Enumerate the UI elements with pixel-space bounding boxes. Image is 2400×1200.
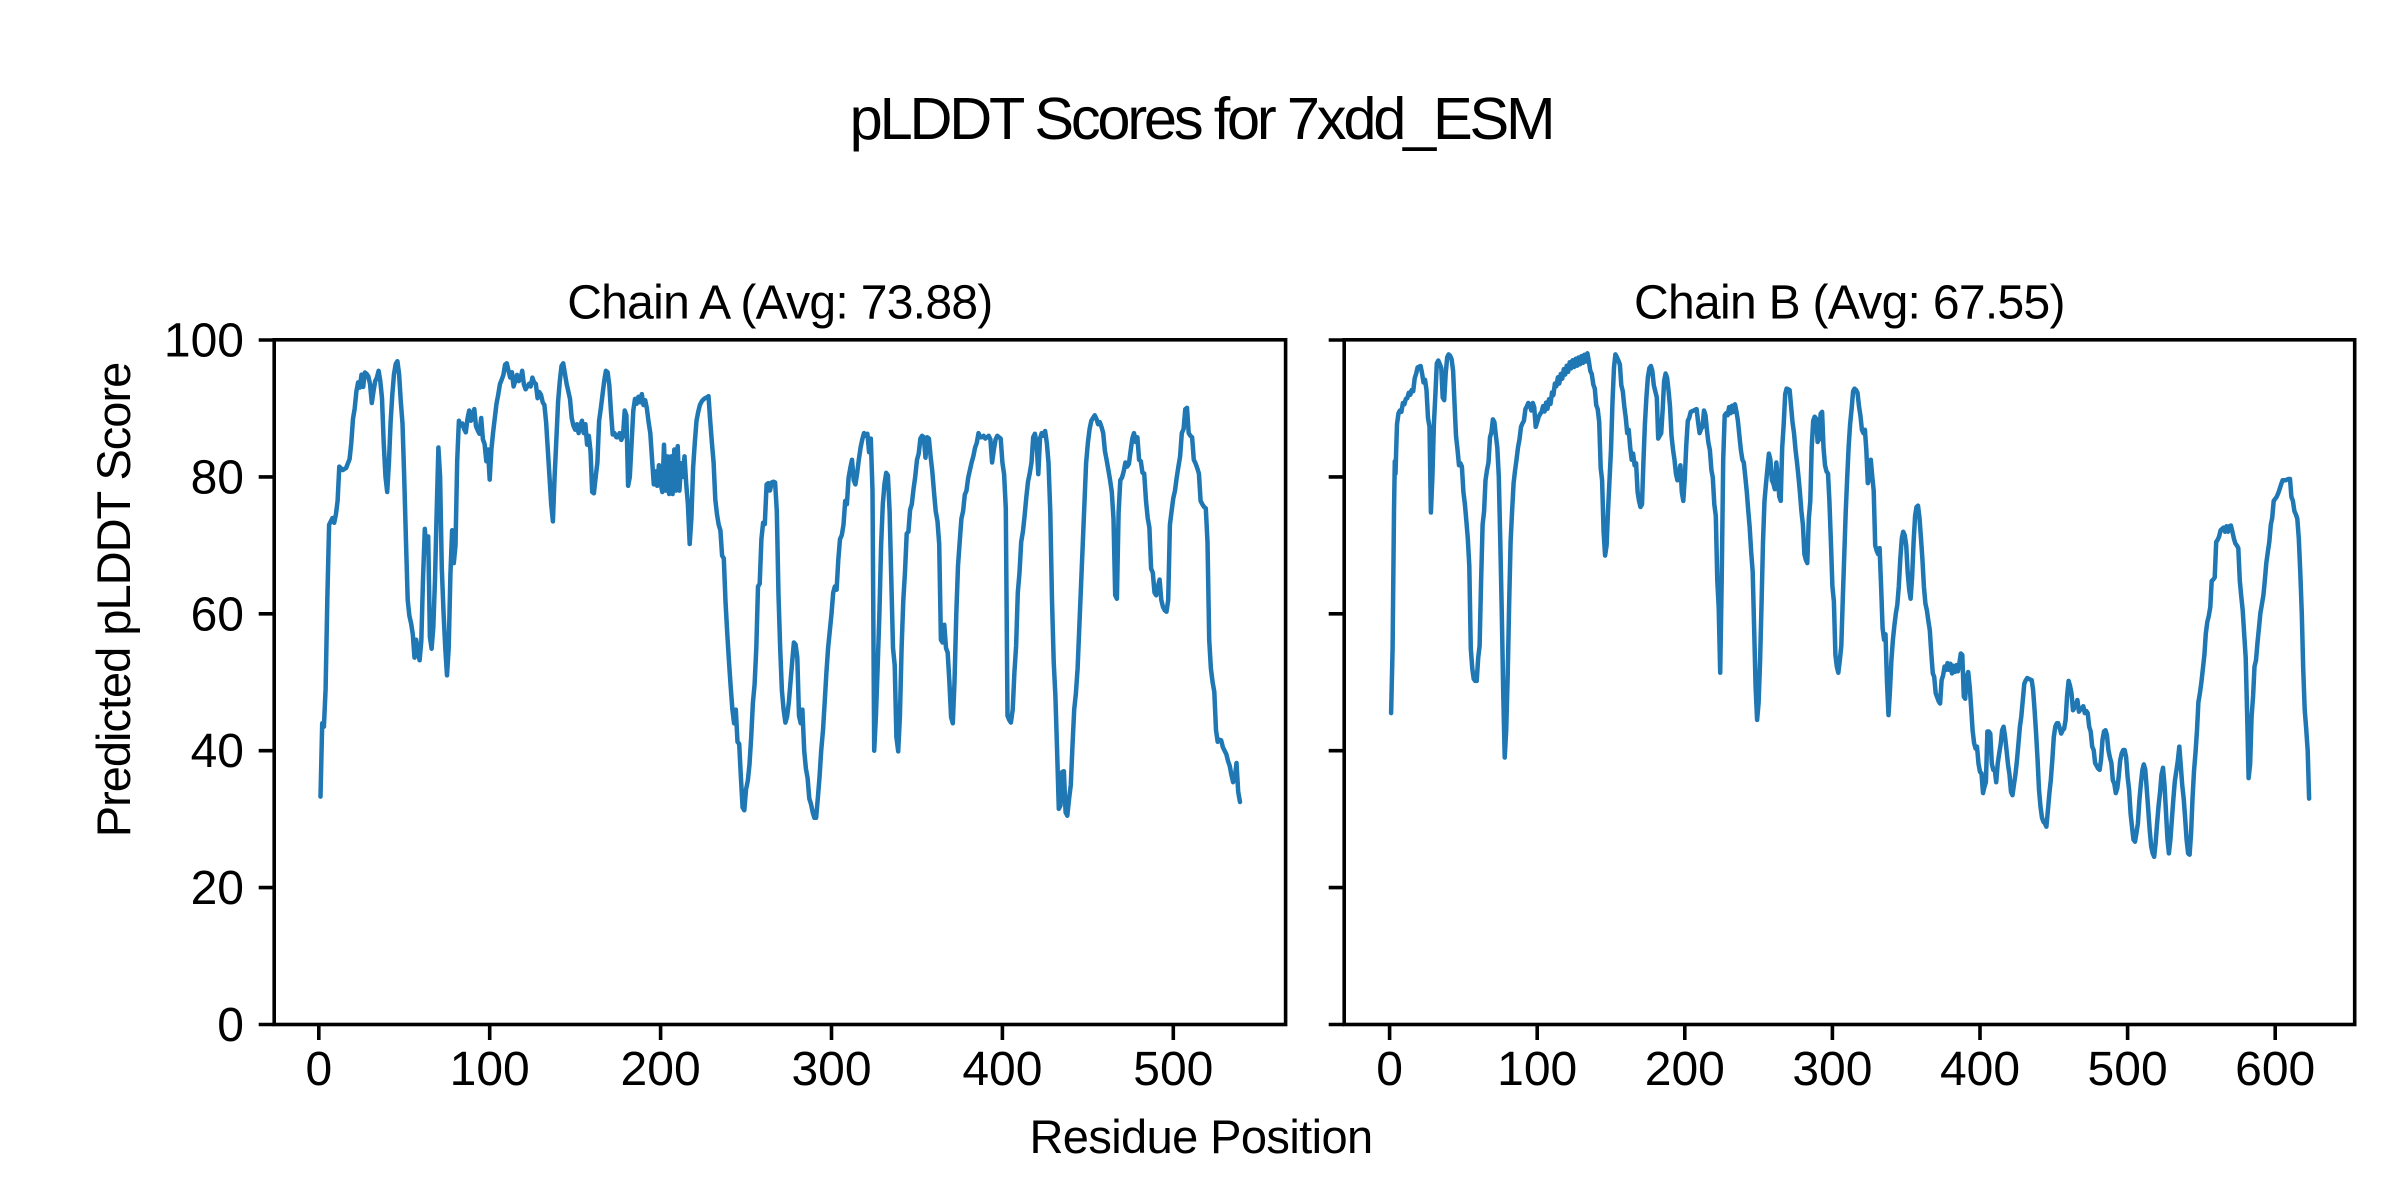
svg-text:0: 0 <box>1376 1043 1403 1096</box>
svg-text:Residue Position: Residue Position <box>1029 1110 1372 1163</box>
svg-text:500: 500 <box>1133 1043 1213 1096</box>
svg-text:80: 80 <box>191 451 244 504</box>
svg-text:20: 20 <box>191 862 244 915</box>
svg-text:400: 400 <box>962 1043 1042 1096</box>
svg-text:500: 500 <box>2088 1043 2168 1096</box>
svg-text:Predicted pLDDT Score: Predicted pLDDT Score <box>87 363 140 837</box>
svg-text:200: 200 <box>1645 1043 1725 1096</box>
svg-text:100: 100 <box>1497 1043 1577 1096</box>
svg-text:300: 300 <box>1792 1043 1872 1096</box>
svg-text:0: 0 <box>217 999 244 1052</box>
svg-text:100: 100 <box>450 1043 530 1096</box>
svg-text:Chain A (Avg: 73.88): Chain A (Avg: 73.88) <box>567 277 992 330</box>
svg-text:0: 0 <box>305 1043 332 1096</box>
svg-text:100: 100 <box>164 315 244 368</box>
svg-text:40: 40 <box>191 725 244 778</box>
svg-text:Chain B (Avg: 67.55): Chain B (Avg: 67.55) <box>1634 277 2065 330</box>
svg-text:400: 400 <box>1940 1043 2020 1096</box>
svg-text:600: 600 <box>2235 1043 2315 1096</box>
svg-text:60: 60 <box>191 588 244 641</box>
svg-text:pLDDT Scores for 7xdd_ESM: pLDDT Scores for 7xdd_ESM <box>850 85 1553 152</box>
svg-text:300: 300 <box>791 1043 871 1096</box>
svg-text:200: 200 <box>621 1043 701 1096</box>
